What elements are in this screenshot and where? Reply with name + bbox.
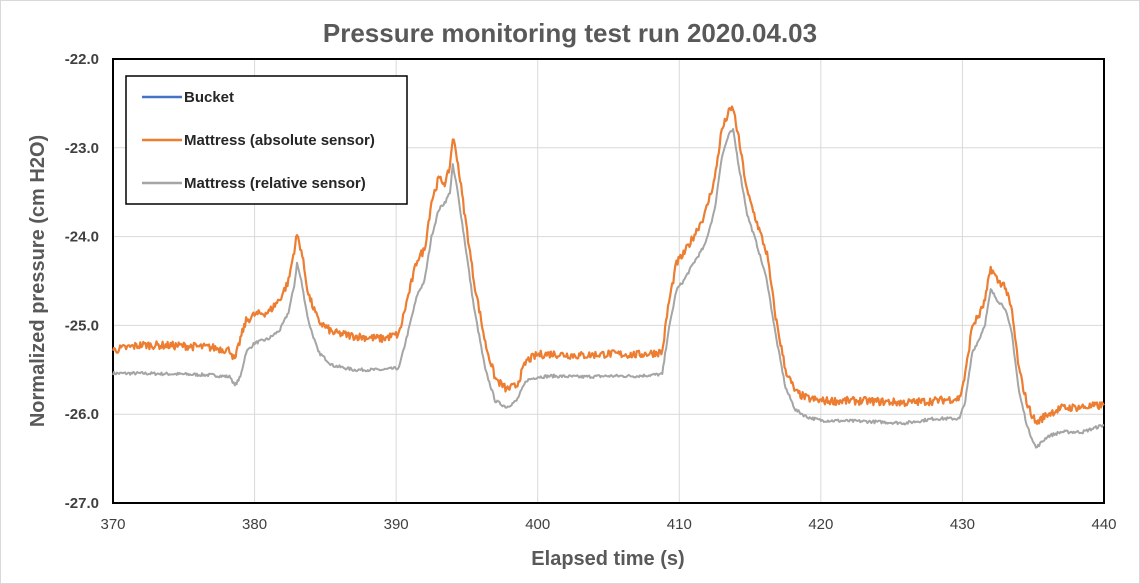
x-axis-label: Elapsed time (s) — [531, 548, 684, 570]
series-line-absolute — [111, 105, 1105, 425]
x-tick-label: 370 — [100, 516, 125, 533]
legend-label-bucket: Bucket — [184, 89, 234, 106]
x-tick-label: 430 — [950, 516, 975, 533]
chart-title: Pressure monitoring test run 2020.04.03 — [323, 18, 817, 48]
y-tick-label: -25.0 — [65, 317, 99, 334]
plot-area — [112, 58, 1105, 504]
y-tick-label: -22.0 — [65, 51, 99, 68]
x-tick-labels: 370 380 390 400 410 420 430 440 — [100, 516, 1116, 533]
y-tick-labels: -22.0 -23.0 -24.0 -25.0 -26.0 -27.0 — [65, 51, 99, 512]
legend: Bucket Mattress (absolute sensor) Mattre… — [125, 75, 408, 205]
series-layer — [111, 105, 1105, 449]
series-line-relative — [112, 128, 1105, 449]
y-tick-label: -23.0 — [65, 140, 99, 157]
y-tick-label: -26.0 — [65, 406, 99, 423]
y-tick-label: -24.0 — [65, 229, 99, 246]
x-tick-label: 440 — [1091, 516, 1116, 533]
x-tick-label: 400 — [525, 516, 550, 533]
x-tick-label: 380 — [242, 516, 267, 533]
x-tick-label: 390 — [384, 516, 409, 533]
legend-label-absolute: Mattress (absolute sensor) — [184, 132, 375, 149]
y-axis-label: Normalized pressure (cm H2O) — [27, 135, 49, 427]
x-tick-label: 410 — [667, 516, 692, 533]
y-tick-label: -27.0 — [65, 495, 99, 512]
x-tick-label: 420 — [808, 516, 833, 533]
legend-label-relative: Mattress (relative sensor) — [184, 175, 366, 192]
